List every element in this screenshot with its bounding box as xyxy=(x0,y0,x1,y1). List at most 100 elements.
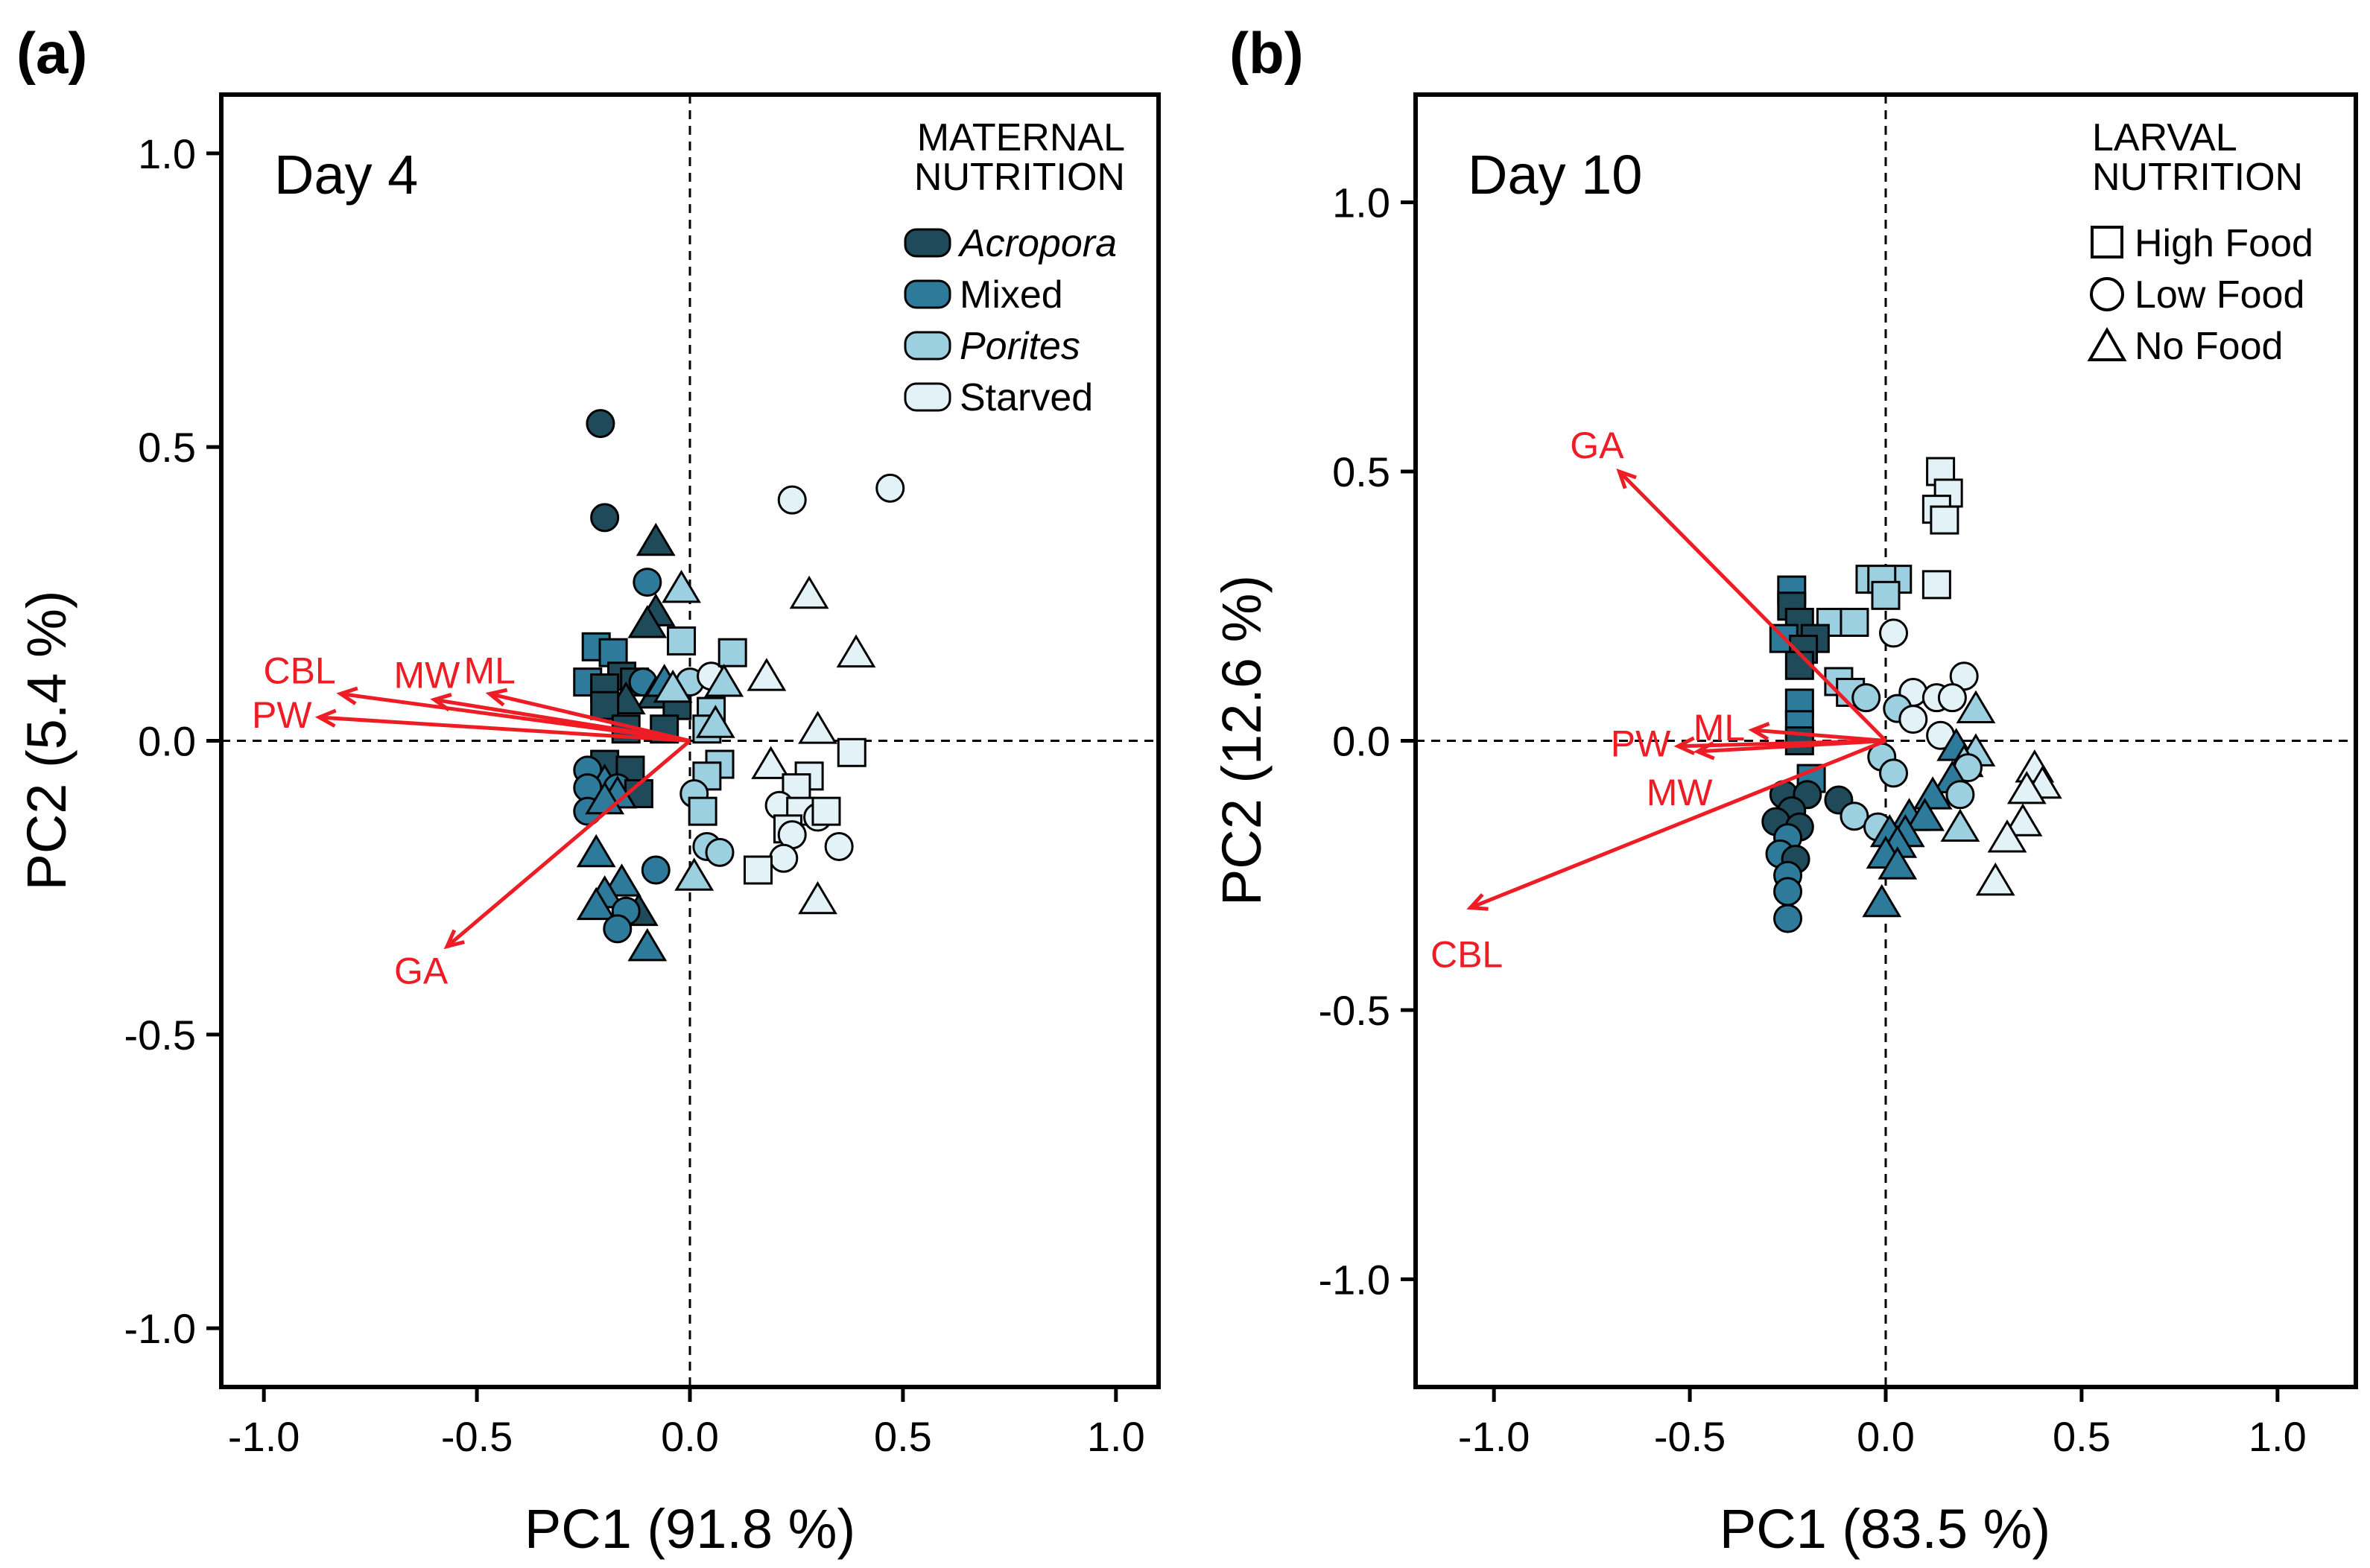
x-tick-label: 0.5 xyxy=(2053,1413,2111,1460)
data-point-circle xyxy=(1773,877,1803,907)
loading-arrow-mw xyxy=(434,697,691,743)
legend-b-label-high-food: High Food xyxy=(2135,222,2313,265)
loading-label-mw: MW xyxy=(393,654,460,696)
loading-label-ml: ML xyxy=(1693,707,1745,749)
data-point-triangle xyxy=(1940,808,1980,842)
y-tick-label: 1.0 xyxy=(138,130,196,177)
arrowhead-cbl xyxy=(336,686,358,705)
x-tick-label: -1.0 xyxy=(1458,1413,1530,1460)
x-tick-label: -1.0 xyxy=(228,1413,300,1460)
legend-b-label-low-food: Low Food xyxy=(2135,273,2304,317)
plot-b-points xyxy=(1761,457,2062,933)
data-point-triangle xyxy=(674,857,715,891)
data-point-circle xyxy=(1879,758,1909,788)
plot-b-title: Day 10 xyxy=(1468,144,1642,206)
x-tick-label: 1.0 xyxy=(1087,1413,1145,1460)
data-point-triangle xyxy=(747,658,787,691)
legend-a-label-porites: Porites xyxy=(960,325,1080,368)
plot-a-xlabel: PC1 (91.8 %) xyxy=(525,1498,855,1560)
data-point-square xyxy=(688,796,717,826)
data-point-triangle xyxy=(695,705,735,738)
loading-label-mw: MW xyxy=(1647,772,1714,813)
data-point-triangle xyxy=(704,664,744,697)
y-tick-label: 0.0 xyxy=(1332,718,1390,765)
legend-a-label-acropora: Acropora xyxy=(957,222,1117,265)
data-point-triangle xyxy=(798,711,837,744)
y-tick-label: 0.0 xyxy=(138,718,196,765)
data-point-square xyxy=(811,796,841,826)
data-point-circle xyxy=(641,855,671,885)
data-point-triangle xyxy=(1987,819,2027,853)
data-point-square xyxy=(667,626,697,656)
loading-arrow-pw xyxy=(319,715,691,743)
data-point-square xyxy=(598,638,628,667)
y-tick-label: -1.0 xyxy=(124,1305,197,1352)
data-point-square xyxy=(837,737,866,767)
panel-a: (a) -1.0 -0.5 0.0 0.5 1.0 -1.0 -0.5 0.0 0.5 1.0 C… xyxy=(16,20,1161,1560)
loading-label-cbl: CBL xyxy=(263,650,335,691)
arrowhead-ga xyxy=(443,929,465,950)
plot-b-legend: LARVAL NUTRITION High Food Low Food No F… xyxy=(2087,116,2313,368)
data-point-triangle xyxy=(576,886,616,921)
data-point-circle xyxy=(769,843,799,873)
y-tick-label: 1.0 xyxy=(1332,180,1390,226)
arrowhead-mw xyxy=(430,693,452,712)
legend-b-label-no-food: No Food xyxy=(2135,325,2283,368)
loading-label-pw: PW xyxy=(252,694,312,736)
loading-label-ml: ML xyxy=(464,650,516,691)
data-point-triangle xyxy=(2006,771,2047,804)
legend-b-title-line-1: LARVAL xyxy=(2092,116,2237,159)
data-point-triangle xyxy=(1862,883,1902,918)
data-point-triangle xyxy=(653,669,693,703)
loading-arrow-ga xyxy=(446,739,691,948)
legend-b-square-marker xyxy=(2091,226,2123,258)
legend-a-swatch-starved xyxy=(904,382,951,412)
data-point-square xyxy=(717,638,747,667)
panel-b: (b) -1.0 -0.5 0.0 0.5 1.0 -1.0 -0.5 0.0 0.5 1.0 G… xyxy=(1211,20,2358,1560)
loading-label-cbl: CBL xyxy=(1430,934,1503,976)
legend-a-title-line-2: NUTRITION xyxy=(914,156,1125,199)
data-point-triangle xyxy=(627,605,668,638)
data-point-square xyxy=(1871,580,1901,610)
plot-a-ticks: -1.0 -0.5 0.0 0.5 1.0 -1.0 -0.5 0.0 0.5 1.0 xyxy=(124,130,1145,1460)
arrowhead-mw xyxy=(1693,741,1715,761)
data-point-square xyxy=(1840,607,1869,637)
plot-b-loading-arrows: GA ML PW MW CBL xyxy=(1430,425,1887,976)
legend-a-title-line-1: MATERNAL xyxy=(917,116,1125,159)
legend-a-swatch-acropora xyxy=(904,228,951,258)
plot-a-title: Day 4 xyxy=(274,144,418,206)
data-point-triangle xyxy=(636,522,676,556)
data-point-circle xyxy=(1879,618,1909,648)
data-point-circle xyxy=(1840,802,1869,831)
data-point-circle xyxy=(705,837,735,867)
data-point-triangle xyxy=(1905,798,1945,831)
x-tick-label: -0.5 xyxy=(1654,1413,1726,1460)
data-point-triangle xyxy=(1878,846,1918,880)
loading-arrow-ml xyxy=(489,691,691,743)
loading-label-ga: GA xyxy=(1570,425,1624,466)
legend-a-swatch-mixed xyxy=(904,279,951,309)
arrowhead-pw xyxy=(314,708,337,728)
data-point-triangle xyxy=(1956,690,1996,723)
arrowhead-ml xyxy=(485,688,508,707)
legend-a-label-starved: Starved xyxy=(960,376,1093,419)
loading-label-pw: PW xyxy=(1611,723,1671,765)
plot-b-ylabel: PC2 (12.6 %) xyxy=(1211,575,1273,906)
loading-arrow-ml xyxy=(1752,728,1886,743)
data-point-triangle xyxy=(576,834,616,868)
plot-a-ylabel: PC2 (5.4 %) xyxy=(16,590,77,890)
data-point-square xyxy=(1816,607,1845,637)
plot-b-xlabel: PC1 (83.5 %) xyxy=(1720,1498,2050,1560)
data-point-circle xyxy=(1851,683,1881,713)
data-point-circle xyxy=(603,914,633,944)
arrowhead-pw xyxy=(1673,736,1696,755)
data-point-triangle xyxy=(798,880,837,915)
legend-b-title-line-2: NUTRITION xyxy=(2092,156,2303,199)
arrowhead-ga xyxy=(1616,468,1637,489)
x-tick-label: 1.0 xyxy=(2249,1413,2307,1460)
data-point-circle xyxy=(633,568,662,597)
data-point-circle xyxy=(1898,705,1928,734)
data-point-square xyxy=(1921,570,1951,600)
legend-b-circle-marker xyxy=(2090,277,2124,311)
